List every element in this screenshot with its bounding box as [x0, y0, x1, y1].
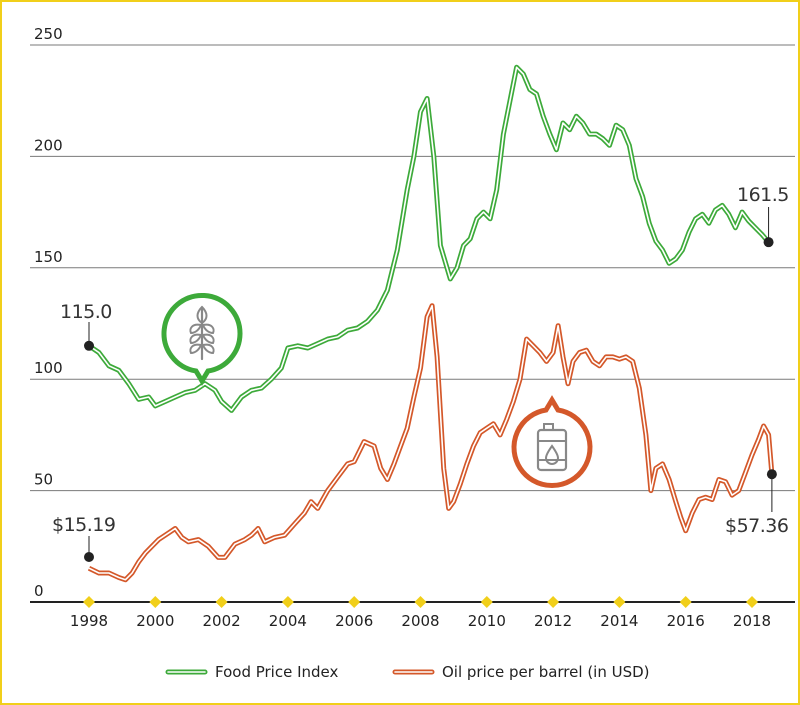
- series-lines: [84, 64, 777, 583]
- oil-barrel-icon: [511, 395, 593, 488]
- y-axis-ticks: 0 50 100 150 200 250: [34, 25, 63, 600]
- x-tick-label: 2006: [335, 612, 373, 630]
- x-tick-marker: [215, 596, 228, 608]
- gridlines: [30, 44, 795, 492]
- x-tick-marker: [348, 596, 361, 608]
- food-start-label: 115.0: [60, 301, 112, 323]
- oil-end-label: $57.36: [725, 515, 788, 537]
- food-end-label: 161.5: [737, 184, 789, 206]
- legend-label-food: Food Price Index: [215, 663, 339, 681]
- y-tick-label: 50: [34, 471, 53, 489]
- x-tick-label: 2000: [136, 612, 174, 630]
- x-tick-marker: [547, 596, 560, 608]
- x-tick-marker: [679, 596, 692, 608]
- x-axis: 1998 2000 2002 2004 2006 2008 2010 2012 2014 2016…: [30, 596, 795, 630]
- series-line-inner-0: [88, 66, 770, 412]
- x-tick-marker: [414, 596, 427, 608]
- x-tick-label: 2010: [468, 612, 506, 630]
- series-line-inner-1: [88, 304, 773, 581]
- x-tick-label: 2014: [600, 612, 638, 630]
- oil-start-label: $15.19: [52, 514, 115, 536]
- x-tick-marker: [281, 596, 294, 608]
- x-tick-marker: [746, 596, 758, 608]
- x-tick-marker: [480, 596, 493, 608]
- wheat-icon: [161, 292, 243, 386]
- end-labels: 115.0 161.5 $15.19 $57.36: [52, 184, 789, 537]
- x-tick-marker: [149, 596, 162, 608]
- x-tick-label: 2008: [401, 612, 439, 630]
- legend-label-oil: Oil price per barrel (in USD): [442, 663, 650, 681]
- y-tick-label: 150: [34, 248, 63, 266]
- x-tick-label: 1998: [70, 612, 108, 630]
- x-tick-label: 2002: [203, 612, 241, 630]
- x-tick-label: 2016: [667, 612, 705, 630]
- legend: Food Price Index Oil price per barrel (i…: [165, 663, 650, 681]
- y-tick-label: 100: [34, 359, 63, 377]
- y-tick-label: 0: [34, 582, 44, 600]
- y-tick-label: 200: [34, 136, 63, 154]
- x-tick-marker: [613, 596, 626, 608]
- x-tick-label: 2004: [269, 612, 307, 630]
- x-tick-label: 2018: [733, 612, 771, 630]
- x-tick-label: 2012: [534, 612, 572, 630]
- x-tick-marker: [83, 596, 95, 608]
- y-tick-label: 250: [34, 25, 63, 43]
